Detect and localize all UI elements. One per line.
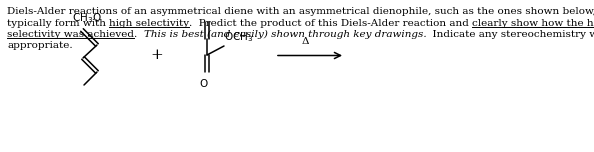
Text: OCH$_3$: OCH$_3$ bbox=[225, 30, 254, 44]
Text: Diels-Alder reactions of an asymmetrical diene with an asymmetrical dienophile, : Diels-Alder reactions of an asymmetrical… bbox=[7, 7, 594, 16]
Text: This is best (and easily) shown through key drawings.: This is best (and easily) shown through … bbox=[144, 30, 426, 39]
Text: typically form with: typically form with bbox=[7, 19, 109, 28]
Text: Δ: Δ bbox=[301, 38, 309, 47]
Text: O: O bbox=[200, 79, 208, 89]
Text: +: + bbox=[151, 48, 163, 62]
Text: Indicate any stereochemistry where: Indicate any stereochemistry where bbox=[426, 30, 594, 39]
Text: .  Predict the product of this Diels-Alder reaction and: . Predict the product of this Diels-Alde… bbox=[189, 19, 472, 28]
Text: clearly show how the high: clearly show how the high bbox=[472, 19, 594, 28]
Text: selectivity was achieved: selectivity was achieved bbox=[7, 30, 134, 39]
Text: appropriate.: appropriate. bbox=[7, 41, 72, 50]
Text: high selectivity: high selectivity bbox=[109, 19, 189, 28]
Text: .: . bbox=[134, 30, 144, 39]
Text: CH$_3$O: CH$_3$O bbox=[72, 11, 102, 25]
